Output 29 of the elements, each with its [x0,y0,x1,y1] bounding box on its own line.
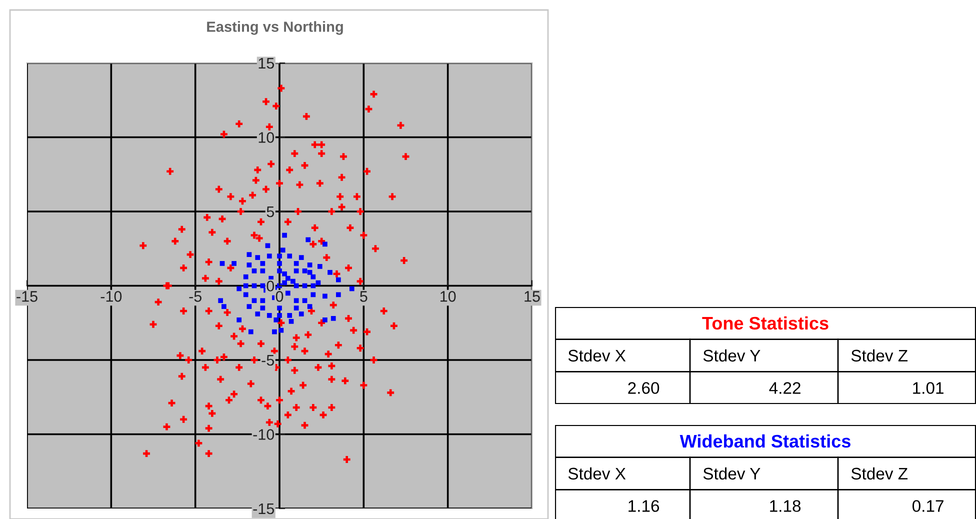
data-label: 1.18 [770,500,801,512]
y-tick-label: 10 [258,132,274,143]
category-label: Stdev X [568,349,626,362]
y-tick-label: 5 [266,206,274,218]
y-tick-label: -5 [262,355,274,366]
data-label: 1.01 [913,382,944,394]
x-tick-label: 15 [524,291,540,302]
x-tick-label: 10 [440,291,456,302]
category-label: Stdev Z [851,467,908,480]
x-tick-label: -10 [100,291,122,302]
chart-title: Easting vs Northing [207,21,343,35]
text: Tone Statistics [702,316,828,330]
data-label: 0.17 [912,500,944,512]
x-tick-label: -5 [189,291,202,302]
y-tick-label: -15 [253,504,274,514]
category-label: Stdev Z [851,349,908,362]
x-tick-label: 5 [360,291,368,302]
y-tick-label: 15 [258,58,274,69]
data-label: 2.60 [628,382,660,394]
x-tick-label: -15 [16,291,38,302]
category-label: Stdev X [568,467,626,480]
text: Wideband Statistics [680,434,850,448]
category-label: Stdev Y [703,349,760,362]
y-tick-label: -10 [253,429,274,440]
category-label: Stdev Y [703,467,760,480]
data-label: 4.22 [769,382,800,394]
x-tick-label: 0 [276,291,284,302]
y-tick-label: 0 [266,280,274,292]
data-label: 1.16 [628,500,660,512]
